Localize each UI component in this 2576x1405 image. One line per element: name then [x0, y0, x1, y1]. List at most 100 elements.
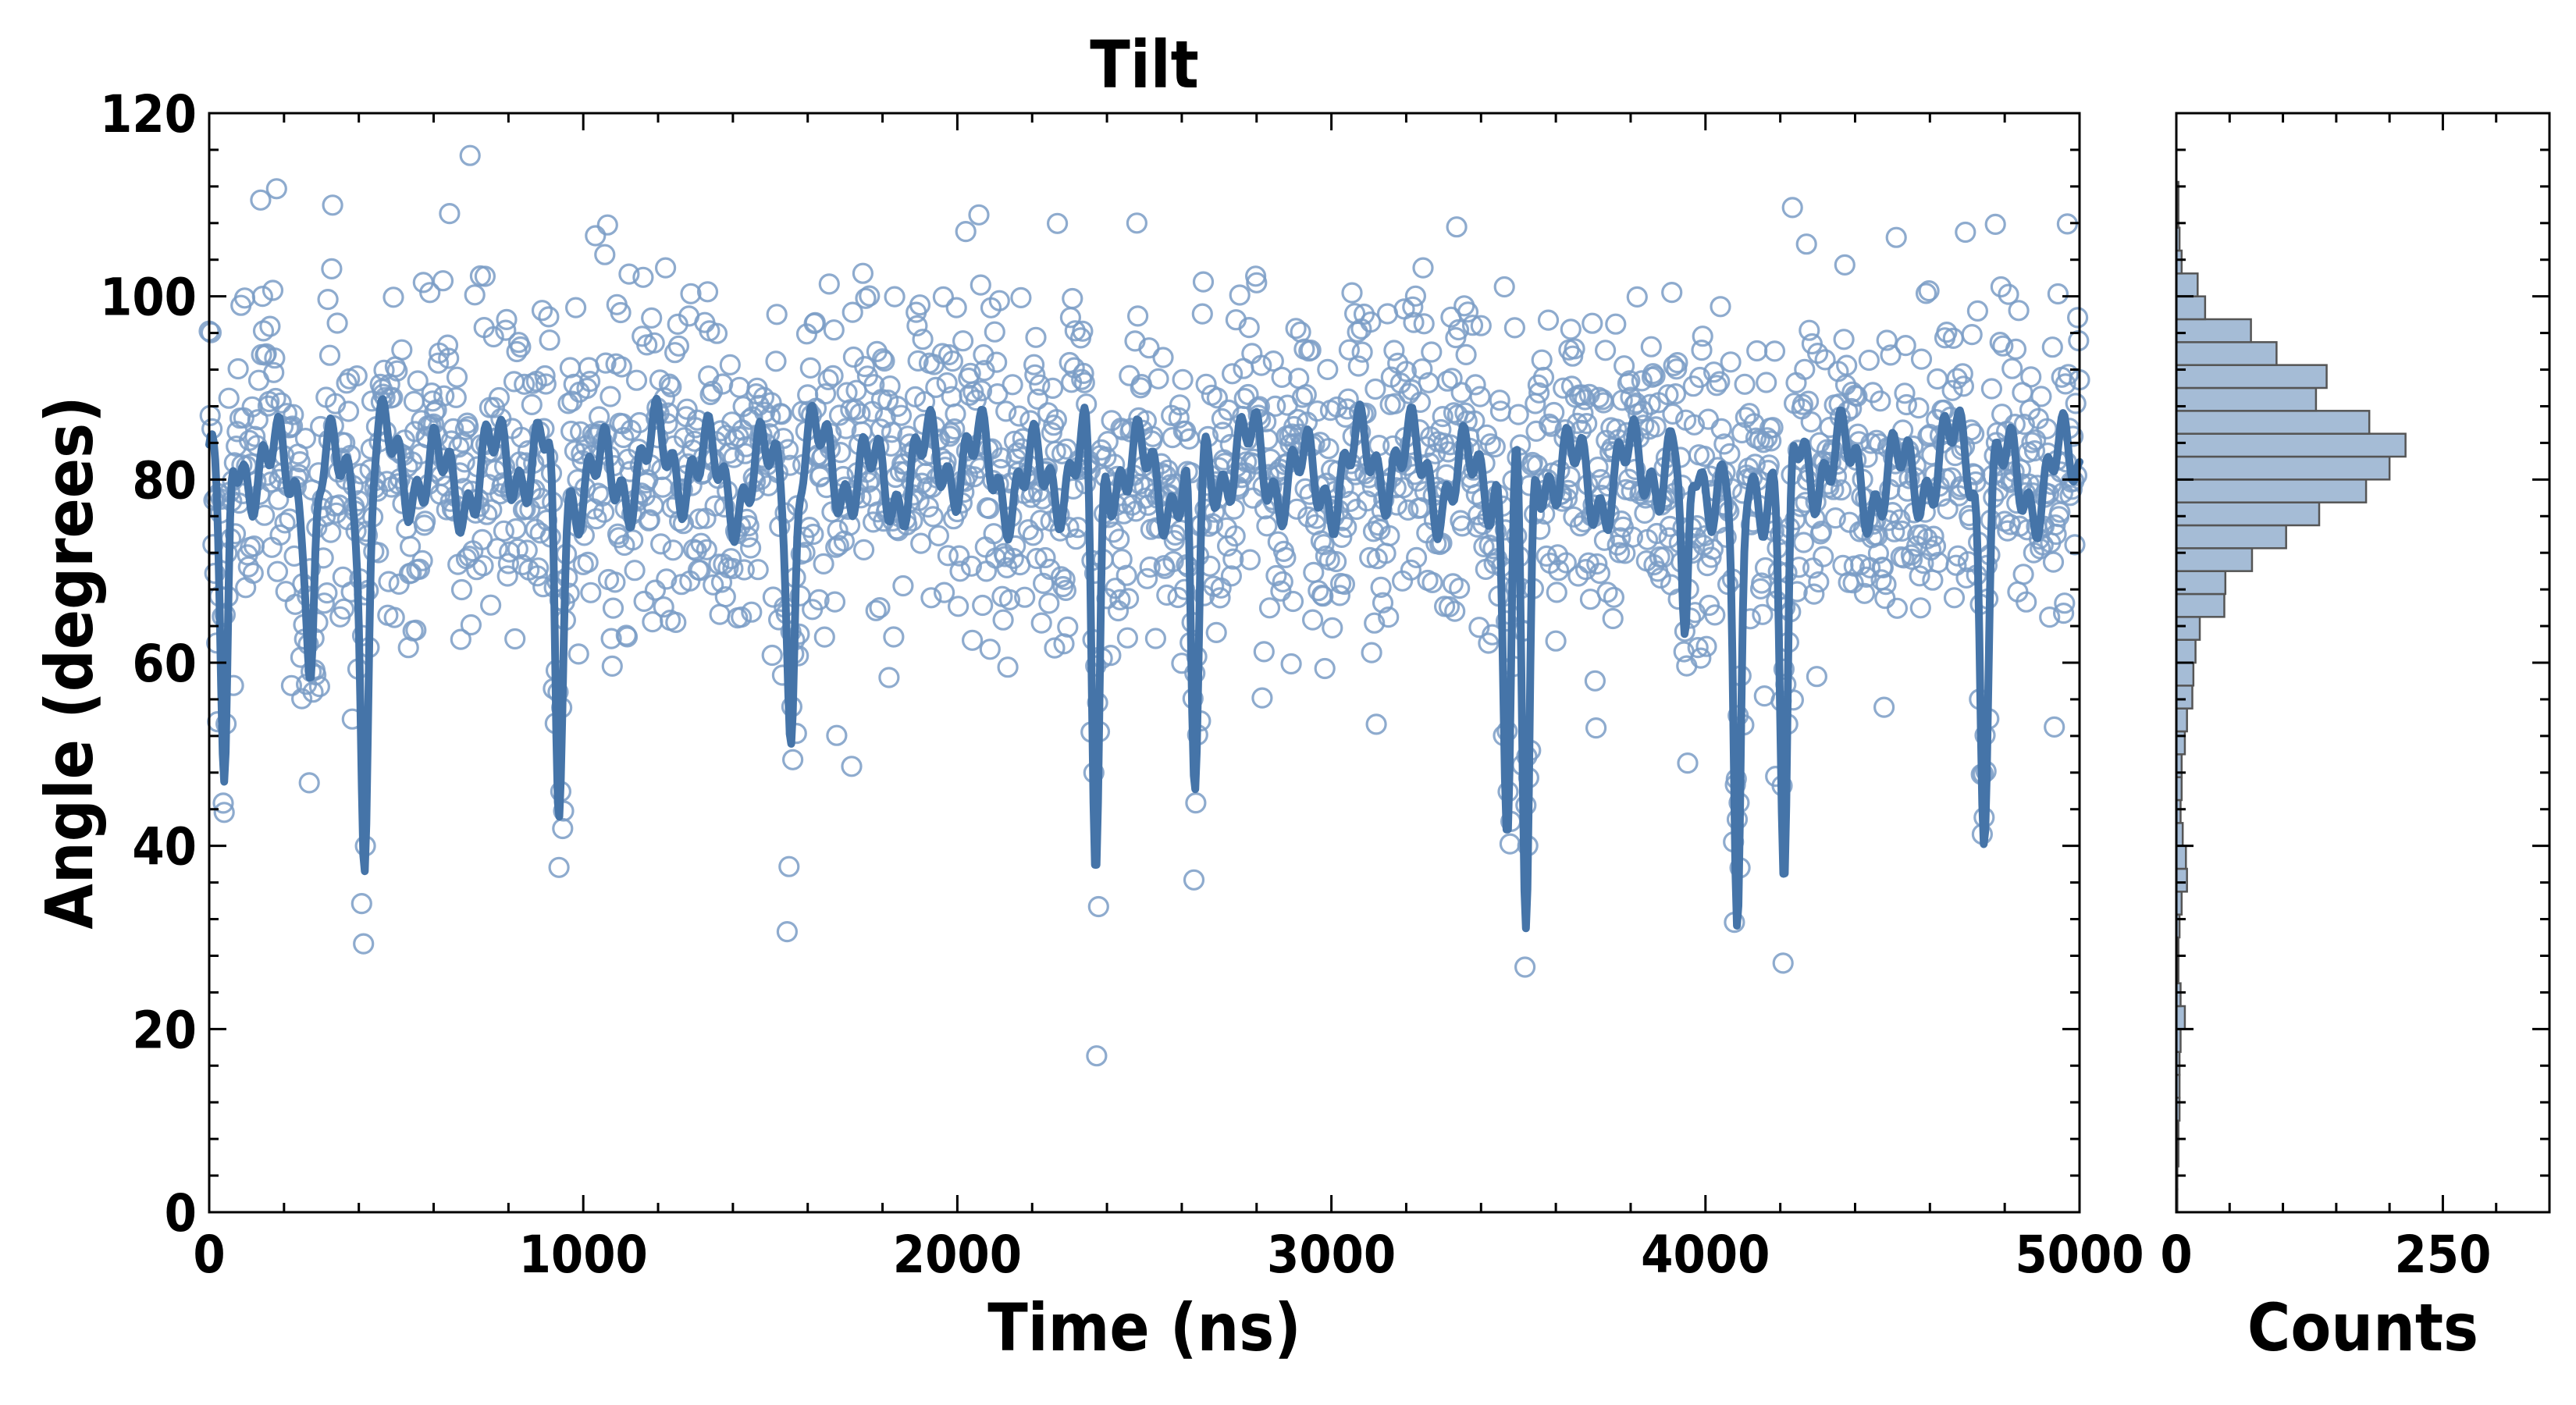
- sample-point: [1947, 545, 1969, 567]
- sample-point: [1073, 362, 1094, 384]
- sample-point: [415, 510, 436, 532]
- sample-point: [855, 287, 877, 309]
- sample-point: [291, 688, 313, 710]
- sample-point: [1395, 361, 1418, 382]
- sample-point: [883, 626, 905, 648]
- sample-point: [1322, 617, 1343, 639]
- sample-point: [1704, 604, 1726, 626]
- sample-point: [289, 450, 311, 473]
- sample-point: [1064, 320, 1086, 342]
- histogram-bar: [2175, 707, 2188, 733]
- sample-point: [399, 535, 422, 557]
- sample-point: [1626, 286, 1648, 308]
- sample-point: [616, 626, 639, 648]
- sample-point: [1582, 312, 1603, 334]
- sample-point: [922, 506, 944, 528]
- sample-point: [1378, 606, 1400, 628]
- sample-point: [997, 656, 1019, 678]
- sample-point: [760, 406, 781, 428]
- sample-point: [1222, 548, 1244, 570]
- sample-point: [1710, 296, 1731, 318]
- sample-point: [1470, 315, 1492, 336]
- sample-point: [766, 304, 788, 325]
- sample-point: [378, 571, 400, 592]
- sample-point: [1030, 509, 1051, 532]
- sample-point: [495, 319, 517, 341]
- sample-point: [407, 370, 429, 392]
- sample-point: [511, 553, 533, 576]
- sample-point: [1432, 405, 1453, 428]
- sample-point: [1540, 415, 1562, 437]
- sample-point: [731, 419, 753, 441]
- sample-point: [933, 582, 955, 603]
- sample-point: [1908, 397, 1930, 419]
- sample-point: [600, 386, 621, 407]
- sample-point: [945, 403, 966, 425]
- sample-point: [940, 422, 962, 444]
- sample-point: [2012, 564, 2034, 585]
- sample-point: [1253, 641, 1275, 663]
- sample-point: [517, 439, 539, 462]
- sample-point: [436, 334, 459, 356]
- sample-point: [1702, 539, 1724, 560]
- sample-point: [1998, 283, 2019, 305]
- sample-point: [1920, 539, 1942, 561]
- sample-point: [1941, 379, 1963, 401]
- sample-point: [1800, 411, 1822, 433]
- sample-point: [510, 336, 532, 358]
- sample-point: [1116, 627, 1139, 649]
- sample-point: [1110, 417, 1132, 439]
- sample-point: [987, 383, 1009, 405]
- sample-point: [823, 319, 845, 341]
- sample-point: [1191, 303, 1213, 325]
- sample-point: [1945, 554, 1967, 576]
- sample-point: [1813, 546, 1834, 567]
- sample-point: [1212, 422, 1234, 443]
- sample-point: [445, 386, 467, 408]
- sample-point: [1846, 386, 1868, 407]
- sample-point: [1457, 301, 1479, 323]
- sample-point: [662, 539, 684, 561]
- x-tick-label: 4000: [1641, 1225, 1770, 1285]
- sample-point: [577, 551, 599, 574]
- sample-point: [2020, 366, 2042, 388]
- sample-point: [1421, 341, 1443, 363]
- histogram-bar: [2175, 616, 2201, 641]
- sample-point: [1229, 284, 1251, 306]
- sample-point: [382, 286, 404, 308]
- sample-point: [1206, 387, 1229, 409]
- sample-point: [649, 533, 672, 555]
- sample-point: [955, 221, 977, 243]
- sample-point: [2044, 716, 2065, 738]
- sample-point: [945, 297, 967, 318]
- sample-point: [1065, 528, 1087, 550]
- sample-point: [1072, 320, 1094, 342]
- sample-point: [308, 675, 330, 698]
- sample-point: [913, 391, 936, 413]
- sample-point: [450, 578, 473, 601]
- sample-point: [941, 350, 964, 372]
- sample-point: [1525, 420, 1547, 443]
- sample-point: [1317, 358, 1339, 380]
- sample-point: [213, 802, 235, 823]
- sample-point: [242, 562, 264, 585]
- sample-point: [270, 392, 292, 414]
- sample-point: [2067, 307, 2089, 329]
- sample-point: [765, 350, 787, 372]
- sample-point: [262, 279, 284, 301]
- sample-point: [654, 257, 677, 279]
- sample-point: [1295, 384, 1317, 406]
- sample-point: [1039, 558, 1061, 581]
- sample-point: [925, 376, 947, 398]
- sample-point: [772, 428, 795, 450]
- histogram-bar: [2175, 867, 2188, 893]
- sample-point: [1856, 566, 1877, 589]
- histogram-bar: [2175, 661, 2195, 687]
- histogram-bar: [2175, 638, 2197, 664]
- sample-point: [2065, 393, 2087, 414]
- sample-point: [947, 596, 970, 617]
- sample-point: [970, 380, 993, 402]
- sample-point: [720, 548, 742, 570]
- sample-point: [1560, 318, 1582, 340]
- sample-point: [878, 667, 900, 688]
